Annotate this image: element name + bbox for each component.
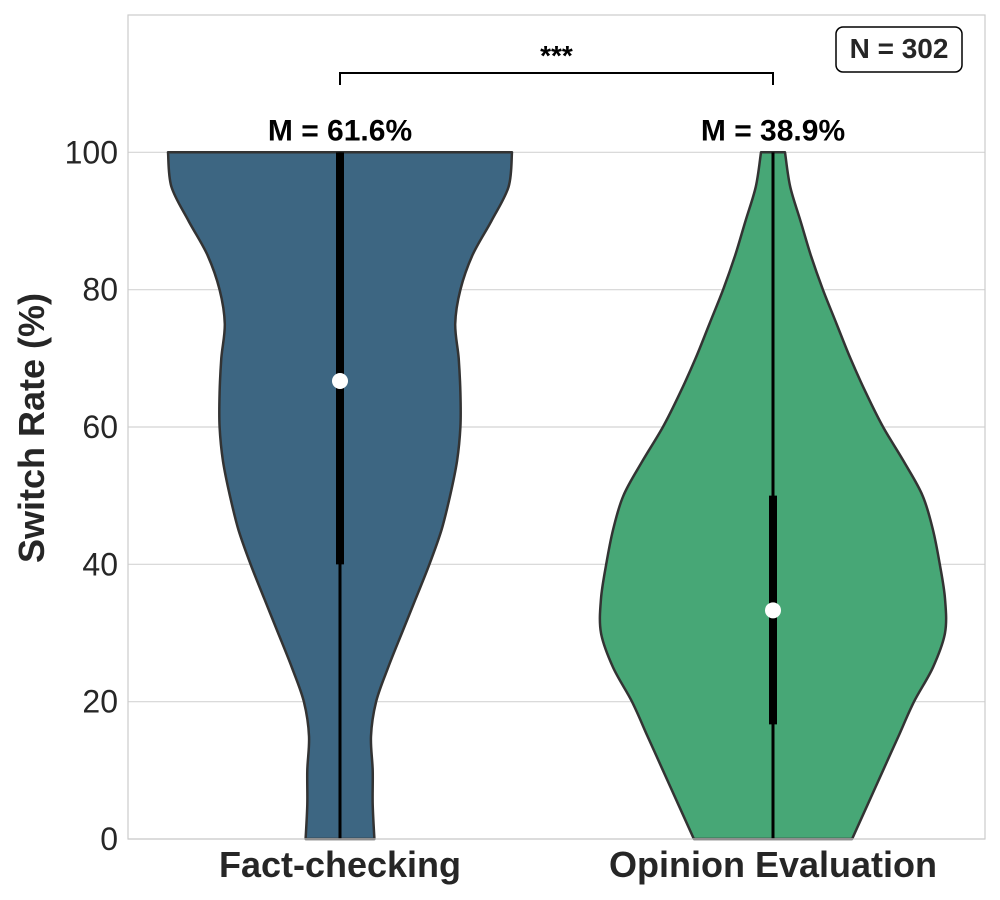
mean-label-fact-checking: M = 61.6% [268, 114, 412, 147]
median-dot-1 [765, 602, 781, 619]
violins [166, 151, 948, 841]
y-tick-label-60: 60 [82, 409, 118, 445]
mean-label-opinion-evaluation: M = 38.9% [701, 114, 845, 147]
y-tick-label-40: 40 [82, 546, 118, 582]
x-category-label-opinion-evaluation: Opinion Evaluation [609, 844, 937, 885]
y-tick-label-80: 80 [82, 272, 118, 308]
median-dot-0 [332, 372, 348, 389]
x-category-label-fact-checking: Fact-checking [219, 844, 461, 885]
significance-stars: *** [540, 40, 573, 71]
plot-frame [127, 14, 986, 840]
y-tick-labels: 0 20 40 60 80 100 [65, 134, 118, 857]
sample-size-label: N = 302 [850, 33, 949, 64]
y-tick-label-100: 100 [65, 134, 118, 170]
y-tick-label-20: 20 [82, 684, 118, 720]
y-axis-title: Switch Rate (%) [11, 293, 52, 563]
y-tick-label-0: 0 [100, 821, 118, 857]
sample-size-box [835, 26, 963, 73]
significance-bracket [339, 72, 774, 85]
